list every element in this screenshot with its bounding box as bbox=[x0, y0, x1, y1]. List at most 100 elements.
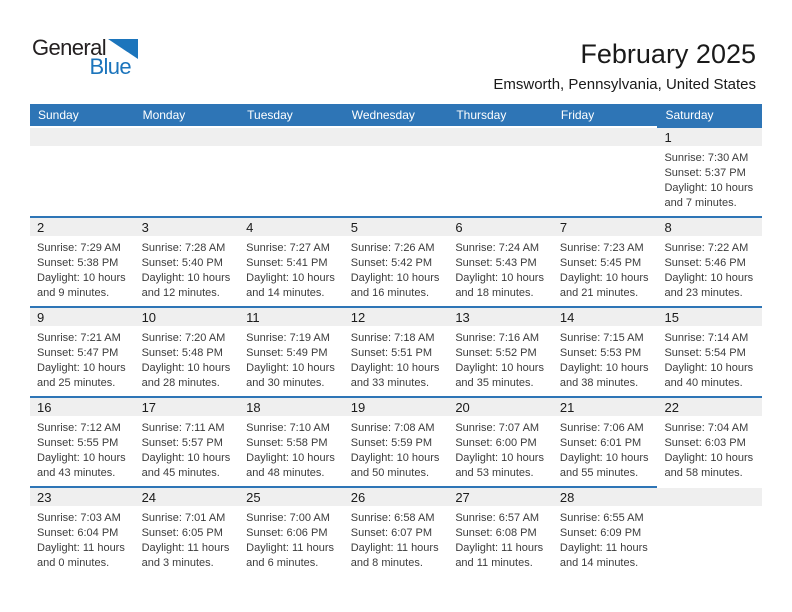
sunrise-line: Sunrise: 7:18 AM bbox=[350, 332, 435, 344]
day-number-band bbox=[552, 128, 658, 146]
day-cell: 10 Sunrise: 7:20 AM Sunset: 5:48 PM Dayligh… bbox=[134, 306, 240, 396]
day-cell: 8 Sunrise: 7:22 AM Sunset: 5:46 PM Daylight… bbox=[657, 216, 763, 306]
day-details: Sunrise: 7:00 AM Sunset: 6:06 PM Daylight:… bbox=[239, 506, 344, 571]
day-number: 6 bbox=[455, 219, 463, 235]
sunset-line: Sunset: 5:40 PM bbox=[141, 257, 223, 269]
sunset-line: Sunset: 5:45 PM bbox=[559, 257, 642, 269]
day-cell: 19 Sunrise: 7:08 AM Sunset: 5:59 PM Dayligh… bbox=[343, 396, 449, 486]
sunset-line: Sunset: 5:59 PM bbox=[350, 437, 433, 449]
daylight-line-1: Daylight: 10 hours bbox=[246, 452, 335, 464]
day-cell: 18 Sunrise: 7:10 AM Sunset: 5:58 PM Dayligh… bbox=[239, 396, 344, 486]
sunrise-line: Sunrise: 6:57 AM bbox=[455, 512, 540, 524]
day-cell: 17 Sunrise: 7:11 AM Sunset: 5:57 PM Dayligh… bbox=[134, 396, 240, 486]
daylight-line-2: and 8 minutes. bbox=[350, 557, 423, 569]
weekday-header-wednesday: Wednesday bbox=[351, 108, 415, 122]
day-number-band: 26 bbox=[343, 488, 449, 506]
sunrise-line: Sunrise: 6:58 AM bbox=[350, 512, 435, 524]
day-cell: 26 Sunrise: 6:58 AM Sunset: 6:07 PM Dayligh… bbox=[343, 486, 449, 576]
daylight-line-2: and 58 minutes. bbox=[664, 467, 743, 479]
day-cell: 5 Sunrise: 7:26 AM Sunset: 5:42 PM Daylight… bbox=[343, 216, 449, 306]
day-cell: 25 Sunrise: 7:00 AM Sunset: 6:06 PM Dayligh… bbox=[239, 486, 344, 576]
day-cell: 6 Sunrise: 7:24 AM Sunset: 5:43 PM Daylight… bbox=[448, 216, 553, 306]
daylight-line-1: Daylight: 10 hours bbox=[664, 182, 754, 194]
day-details: Sunrise: 7:23 AM Sunset: 5:45 PM Daylight:… bbox=[553, 236, 658, 301]
day-number: 9 bbox=[37, 309, 45, 325]
sunrise-line: Sunrise: 7:10 AM bbox=[246, 422, 330, 434]
daylight-line-2: and 25 minutes. bbox=[37, 377, 116, 389]
sunrise-line: Sunrise: 7:23 AM bbox=[559, 242, 644, 254]
day-number-band bbox=[657, 488, 763, 506]
day-number-band: 4 bbox=[239, 218, 344, 236]
day-number-band: 8 bbox=[657, 218, 763, 236]
day-number-band bbox=[448, 128, 553, 146]
sunset-line: Sunset: 6:09 PM bbox=[559, 527, 642, 539]
daylight-line-2: and 53 minutes. bbox=[455, 467, 534, 479]
day-cell: 7 Sunrise: 7:23 AM Sunset: 5:45 PM Daylight… bbox=[552, 216, 658, 306]
day-cell: 1 Sunrise: 7:30 AM Sunset: 5:37 PM Daylight… bbox=[657, 126, 763, 216]
daylight-line-1: Daylight: 10 hours bbox=[559, 452, 649, 464]
daylight-line-1: Daylight: 10 hours bbox=[350, 452, 440, 464]
sunrise-line: Sunrise: 7:00 AM bbox=[246, 512, 330, 524]
day-cell: 3 Sunrise: 7:28 AM Sunset: 5:40 PM Daylight… bbox=[134, 216, 240, 306]
day-details: Sunrise: 7:27 AM Sunset: 5:41 PM Daylight:… bbox=[239, 236, 344, 301]
day-number: 23 bbox=[37, 489, 52, 505]
sunset-line: Sunset: 5:52 PM bbox=[455, 347, 537, 359]
sunset-line: Sunset: 5:41 PM bbox=[246, 257, 328, 269]
day-number: 2 bbox=[37, 219, 45, 235]
sunset-line: Sunset: 5:47 PM bbox=[37, 347, 119, 359]
day-number-band: 10 bbox=[134, 308, 240, 326]
daylight-line-2: and 16 minutes. bbox=[350, 287, 430, 299]
day-details: Sunrise: 7:06 AM Sunset: 6:01 PM Daylight:… bbox=[553, 416, 658, 481]
sunrise-line: Sunrise: 7:19 AM bbox=[246, 332, 330, 344]
day-details: Sunrise: 7:07 AM Sunset: 6:00 PM Daylight:… bbox=[448, 416, 553, 481]
sunset-line: Sunset: 6:04 PM bbox=[37, 527, 119, 539]
day-cell: 20 Sunrise: 7:07 AM Sunset: 6:00 PM Dayligh… bbox=[448, 396, 553, 486]
day-cell: 23 Sunrise: 7:03 AM Sunset: 6:04 PM Dayligh… bbox=[30, 486, 135, 576]
day-cell: 14 Sunrise: 7:15 AM Sunset: 5:53 PM Dayligh… bbox=[552, 306, 658, 396]
sunrise-line: Sunrise: 7:15 AM bbox=[559, 332, 644, 344]
sunrise-line: Sunrise: 7:27 AM bbox=[246, 242, 330, 254]
day-number: 26 bbox=[350, 489, 366, 505]
day-number: 20 bbox=[455, 399, 470, 415]
day-cell: 27 Sunrise: 6:57 AM Sunset: 6:08 PM Dayligh… bbox=[448, 486, 553, 576]
day-details: Sunrise: 7:10 AM Sunset: 5:58 PM Daylight:… bbox=[239, 416, 344, 481]
day-number: 18 bbox=[246, 399, 261, 415]
daylight-line-2: and 7 minutes. bbox=[664, 197, 737, 209]
sunset-line: Sunset: 5:54 PM bbox=[664, 347, 746, 359]
day-number: 16 bbox=[37, 399, 52, 415]
day-number-band: 25 bbox=[239, 488, 344, 506]
daylight-line-1: Daylight: 11 hours bbox=[559, 542, 648, 554]
sunrise-line: Sunrise: 7:29 AM bbox=[37, 242, 121, 254]
empty-cell bbox=[552, 126, 658, 216]
weekday-header-saturday: Saturday bbox=[665, 108, 714, 122]
day-cell: 4 Sunrise: 7:27 AM Sunset: 5:41 PM Daylight… bbox=[239, 216, 344, 306]
day-details: Sunrise: 6:55 AM Sunset: 6:09 PM Daylight:… bbox=[553, 506, 658, 571]
day-number: 5 bbox=[350, 219, 358, 235]
day-number-band: 21 bbox=[552, 398, 658, 416]
day-number-band: 15 bbox=[657, 308, 763, 326]
day-details: Sunrise: 7:04 AM Sunset: 6:03 PM Daylight:… bbox=[657, 416, 762, 481]
day-number-band: 2 bbox=[30, 218, 135, 236]
week-row: 9 Sunrise: 7:21 AM Sunset: 5:47 PM Daylight… bbox=[30, 306, 763, 396]
empty-cell bbox=[30, 126, 135, 216]
sunrise-line: Sunrise: 7:28 AM bbox=[141, 242, 226, 254]
daylight-line-2: and 38 minutes. bbox=[559, 377, 639, 389]
daylight-line-2: and 3 minutes. bbox=[141, 557, 214, 569]
daylight-line-1: Daylight: 10 hours bbox=[559, 362, 649, 374]
day-details: Sunrise: 6:57 AM Sunset: 6:08 PM Daylight:… bbox=[448, 506, 553, 571]
sunrise-line: Sunrise: 7:07 AM bbox=[455, 422, 540, 434]
day-cell: 11 Sunrise: 7:19 AM Sunset: 5:49 PM Dayligh… bbox=[239, 306, 344, 396]
day-number: 8 bbox=[664, 219, 672, 235]
day-cell: 22 Sunrise: 7:04 AM Sunset: 6:03 PM Dayligh… bbox=[657, 396, 763, 486]
day-number-band: 7 bbox=[552, 218, 658, 236]
sunset-line: Sunset: 6:03 PM bbox=[664, 437, 746, 449]
day-number: 19 bbox=[350, 399, 366, 415]
daylight-line-2: and 40 minutes. bbox=[664, 377, 743, 389]
daylight-line-2: and 6 minutes. bbox=[246, 557, 319, 569]
general-blue-logo: General Blue bbox=[32, 36, 139, 78]
daylight-line-1: Daylight: 10 hours bbox=[350, 362, 440, 374]
day-details: Sunrise: 7:24 AM Sunset: 5:43 PM Daylight:… bbox=[448, 236, 553, 301]
day-number: 12 bbox=[350, 309, 366, 325]
sunrise-line: Sunrise: 7:14 AM bbox=[664, 332, 749, 344]
day-number-band bbox=[239, 128, 344, 146]
